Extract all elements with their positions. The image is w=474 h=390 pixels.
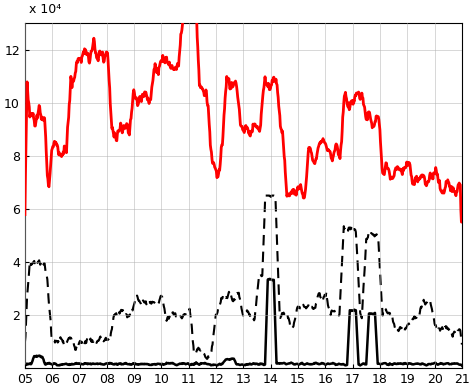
Text: x 10⁴: x 10⁴ [29, 3, 62, 16]
